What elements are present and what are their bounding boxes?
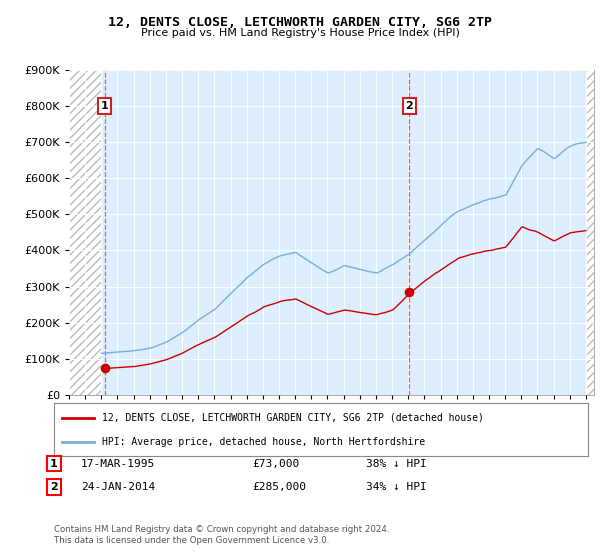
Text: 12, DENTS CLOSE, LETCHWORTH GARDEN CITY, SG6 2TP (detached house): 12, DENTS CLOSE, LETCHWORTH GARDEN CITY,… [102,413,484,423]
Text: £285,000: £285,000 [252,482,306,492]
Bar [69,70,101,395]
Text: Contains HM Land Registry data © Crown copyright and database right 2024.
This d: Contains HM Land Registry data © Crown c… [54,525,389,545]
Text: 17-MAR-1995: 17-MAR-1995 [81,459,155,469]
Text: Price paid vs. HM Land Registry's House Price Index (HPI): Price paid vs. HM Land Registry's House … [140,28,460,38]
Text: 2: 2 [406,101,413,111]
Text: 1: 1 [101,101,109,111]
Bar [586,70,594,395]
Text: 34% ↓ HPI: 34% ↓ HPI [366,482,427,492]
Text: 24-JAN-2014: 24-JAN-2014 [81,482,155,492]
Text: 12, DENTS CLOSE, LETCHWORTH GARDEN CITY, SG6 2TP: 12, DENTS CLOSE, LETCHWORTH GARDEN CITY,… [108,16,492,29]
Text: HPI: Average price, detached house, North Hertfordshire: HPI: Average price, detached house, Nort… [102,437,425,447]
Text: 38% ↓ HPI: 38% ↓ HPI [366,459,427,469]
Text: 1: 1 [50,459,58,469]
Text: 2: 2 [50,482,58,492]
Text: £73,000: £73,000 [252,459,299,469]
